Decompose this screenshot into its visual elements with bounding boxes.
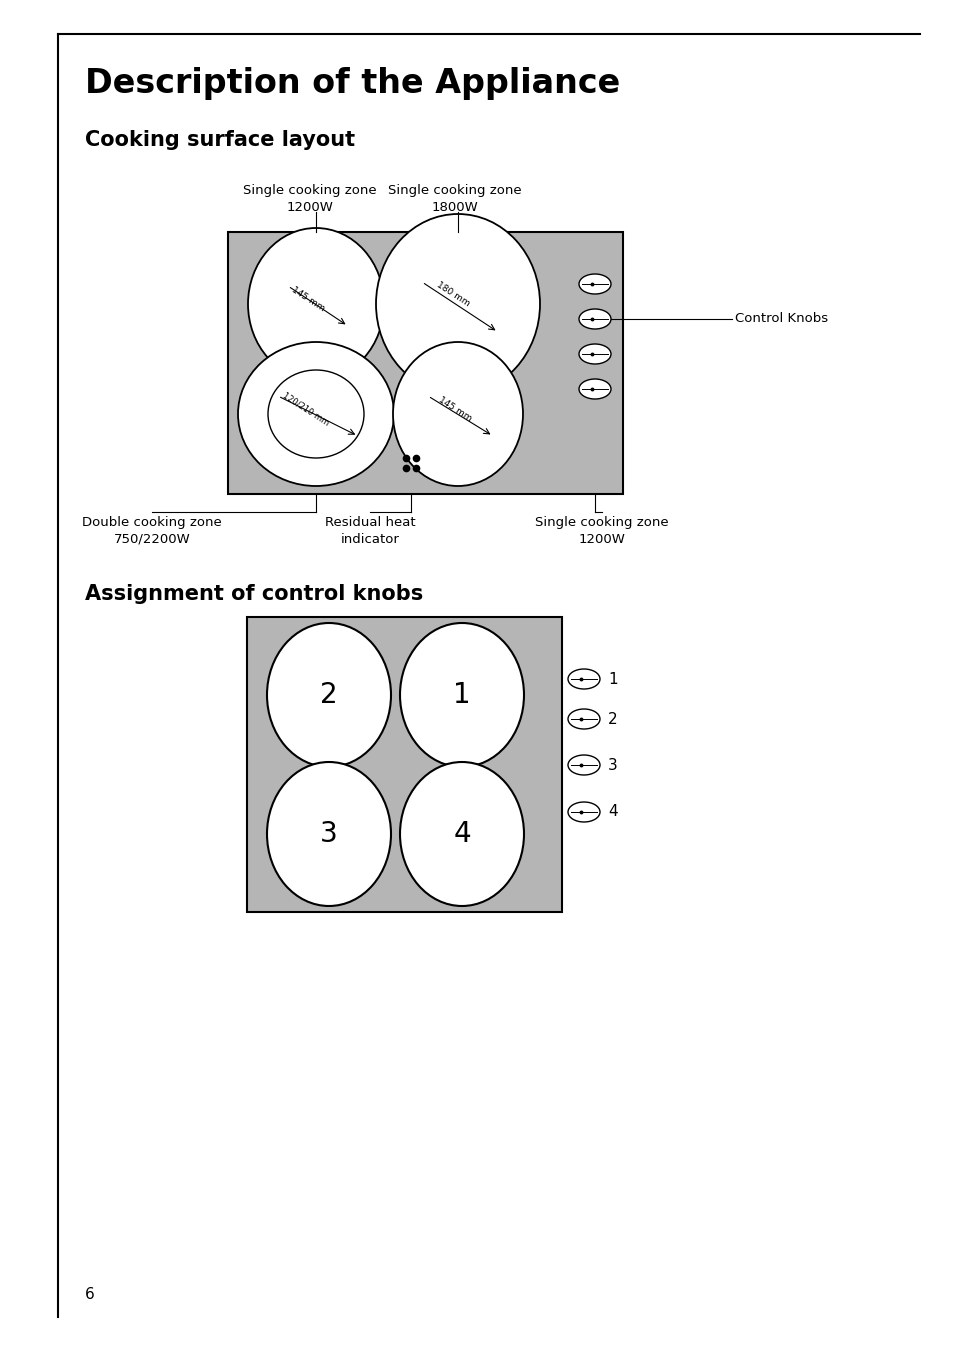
Text: 6: 6 [85, 1287, 94, 1302]
Ellipse shape [567, 669, 599, 690]
Ellipse shape [399, 763, 523, 906]
Ellipse shape [268, 370, 364, 458]
Ellipse shape [237, 342, 394, 485]
Ellipse shape [567, 802, 599, 822]
Ellipse shape [578, 379, 610, 399]
Ellipse shape [567, 708, 599, 729]
Text: 3: 3 [607, 757, 618, 772]
Text: Assignment of control knobs: Assignment of control knobs [85, 584, 423, 604]
Text: 3: 3 [320, 821, 337, 848]
Text: 2: 2 [320, 681, 337, 708]
Ellipse shape [578, 274, 610, 293]
Ellipse shape [248, 228, 384, 380]
Ellipse shape [393, 342, 522, 485]
Text: Cooking surface layout: Cooking surface layout [85, 130, 355, 150]
Ellipse shape [399, 623, 523, 767]
Ellipse shape [267, 763, 391, 906]
Text: Single cooking zone
1200W: Single cooking zone 1200W [243, 184, 376, 214]
Bar [228, 233, 622, 493]
Text: Single cooking zone
1200W: Single cooking zone 1200W [535, 516, 668, 546]
Text: Description of the Appliance: Description of the Appliance [85, 68, 619, 100]
Text: 145 mm: 145 mm [290, 285, 326, 312]
Text: 1: 1 [453, 681, 471, 708]
Ellipse shape [375, 214, 539, 393]
Text: 4: 4 [453, 821, 471, 848]
Text: Double cooking zone
750/2200W: Double cooking zone 750/2200W [82, 516, 222, 546]
Text: Control Knobs: Control Knobs [734, 312, 827, 326]
Text: Residual heat
indicator: Residual heat indicator [324, 516, 415, 546]
Bar [247, 617, 561, 913]
Ellipse shape [578, 310, 610, 329]
Text: 180 mm: 180 mm [435, 280, 471, 308]
Text: 1: 1 [607, 672, 617, 687]
Text: 120/210 mm: 120/210 mm [281, 391, 331, 427]
Ellipse shape [267, 623, 391, 767]
Text: 4: 4 [607, 804, 617, 819]
Text: 2: 2 [607, 711, 617, 726]
Ellipse shape [578, 343, 610, 364]
Text: 145 mm: 145 mm [436, 395, 473, 423]
Text: Single cooking zone
1800W: Single cooking zone 1800W [388, 184, 521, 214]
Ellipse shape [567, 754, 599, 775]
